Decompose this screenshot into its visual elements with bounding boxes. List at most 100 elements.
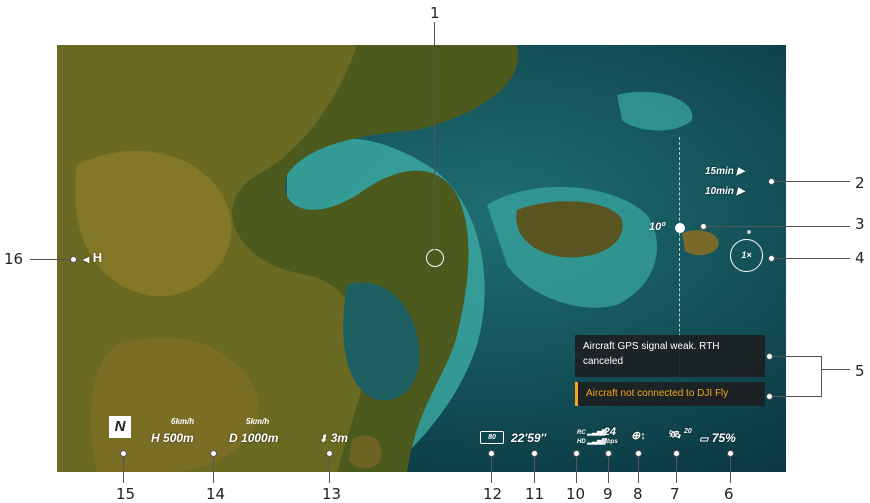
leader-5a [769, 356, 821, 357]
leader-dot-10 [573, 450, 580, 457]
callout-15: 15 [116, 485, 136, 503]
leader-dot-11 [531, 450, 538, 457]
callout-11: 11 [525, 485, 545, 503]
battery-time-remaining: 22'59'' [511, 431, 547, 445]
leader-dot-8 [635, 450, 642, 457]
distance-label: D [229, 431, 238, 445]
drone-battery-icon: ▭ [699, 434, 709, 445]
height-label: H [151, 431, 160, 445]
leader-dot-7 [673, 450, 680, 457]
leader-9 [608, 453, 609, 483]
height-readout: H 500m [151, 431, 194, 445]
rc-label: RC [577, 430, 586, 436]
leader-5c [821, 356, 822, 397]
leader-dot-6 [727, 450, 734, 457]
altitude-value: 3m [330, 431, 349, 445]
bitrate: 24 Mbps [602, 427, 618, 447]
satellite-icon: 🛰︎ [667, 429, 681, 441]
bitrate-value: 24 [603, 426, 616, 438]
callout-1: 1 [430, 4, 440, 22]
home-label: H [92, 250, 103, 265]
battery-percent: 75% [711, 431, 736, 445]
obstacle-sensing-status: ⊕↕ [631, 429, 646, 442]
distance-value: 1000m [241, 431, 279, 445]
gps-status: 🛰︎ 20 [667, 428, 692, 441]
leader-12 [491, 453, 492, 483]
home-point-indicator: ◀ H [83, 250, 102, 265]
leader-5d [821, 369, 850, 370]
hd-label: HD [577, 439, 586, 445]
leader-7 [676, 453, 677, 483]
callout-4: 4 [855, 249, 865, 267]
callout-14: 14 [206, 485, 226, 503]
leader-dot-4 [768, 255, 775, 262]
leader-dot-14 [210, 450, 217, 457]
leader-5b [769, 396, 821, 397]
gimbal-angle: 10º [649, 221, 666, 233]
callout-7: 7 [670, 485, 680, 503]
home-direction-icon: ◀ [83, 255, 90, 264]
altitude-arrow-icon: ⬇ [319, 434, 328, 445]
focus-point[interactable] [426, 249, 444, 267]
leader-4 [771, 258, 850, 259]
callout-12: 12 [483, 485, 503, 503]
leader-13 [329, 453, 330, 483]
height-value: 500m [163, 431, 194, 445]
gimbal-scale [679, 137, 682, 377]
leader-6 [730, 453, 731, 483]
callout-5: 5 [855, 362, 865, 380]
leader-3 [703, 226, 850, 227]
leader-dot-12 [488, 450, 495, 457]
bitrate-unit: Mbps [602, 439, 618, 445]
horizontal-speed: 6km/h [171, 417, 195, 426]
callout-9: 9 [603, 485, 613, 503]
rc-signal-bars-icon: ▂▃▅▇ [587, 430, 606, 436]
camera-return-icon: ▶︎ [736, 166, 745, 177]
callout-8: 8 [633, 485, 643, 503]
zoom-indicator-dot [747, 230, 751, 234]
zoom-button[interactable]: 1× [730, 239, 763, 272]
rc-signal: RC ▂▃▅▇ [577, 429, 606, 436]
flight-time-return: 15min [705, 166, 734, 177]
callout-10: 10 [566, 485, 586, 503]
battery-badge: 80 [480, 431, 504, 444]
leader-dot-16 [70, 256, 77, 263]
leader-15 [123, 453, 124, 483]
leader-16 [30, 259, 72, 260]
leader-dot-2 [768, 178, 775, 185]
remaining-flight-time-return: 15min ▶︎ [705, 166, 744, 177]
vision-altitude: ⬇ 3m [319, 431, 348, 445]
leader-dot-9 [605, 450, 612, 457]
leader-14 [213, 453, 214, 483]
leader-10 [576, 453, 577, 483]
callout-6: 6 [724, 485, 734, 503]
leader-2 [771, 181, 850, 182]
remaining-flight-time-land: 10min ▶︎ [705, 186, 744, 197]
nav-mode-badge: N [109, 416, 131, 438]
callout-2: 2 [855, 174, 865, 192]
vertical-speed: 5km/h [246, 417, 270, 426]
leader-dot-5b [766, 393, 773, 400]
prompt-message: Aircraft GPS signal weak. RTH canceled [575, 335, 765, 377]
gps-count: 20 [684, 428, 692, 435]
camera-view[interactable]: ◀ H 15min ▶︎ 10min ▶︎ 10º 1× Aircraft GP… [57, 45, 786, 472]
battery-level: ▭ 75% [699, 431, 736, 445]
leader-11 [534, 453, 535, 483]
hd-signal-bars-icon: ▂▃▅▇ [587, 439, 606, 445]
hd-signal: HD ▂▃▅▇ [577, 438, 606, 445]
leader-dot-13 [326, 450, 333, 457]
callout-13: 13 [322, 485, 342, 503]
leader-1 [434, 22, 435, 250]
leader-dot-5a [766, 353, 773, 360]
aerial-photo [57, 45, 786, 472]
callout-3: 3 [855, 215, 865, 233]
gimbal-slider-handle[interactable] [675, 223, 685, 233]
warning-message: Aircraft not connected to DJI Fly [575, 382, 765, 406]
leader-dot-15 [120, 450, 127, 457]
leader-8 [638, 453, 639, 483]
camera-land-icon: ▶︎ [736, 186, 745, 197]
obstacle-sensing-icon: ⊕↕ [631, 430, 646, 442]
callout-16: 16 [4, 250, 24, 268]
leader-dot-3 [700, 223, 707, 230]
flight-time-land: 10min [705, 186, 734, 197]
